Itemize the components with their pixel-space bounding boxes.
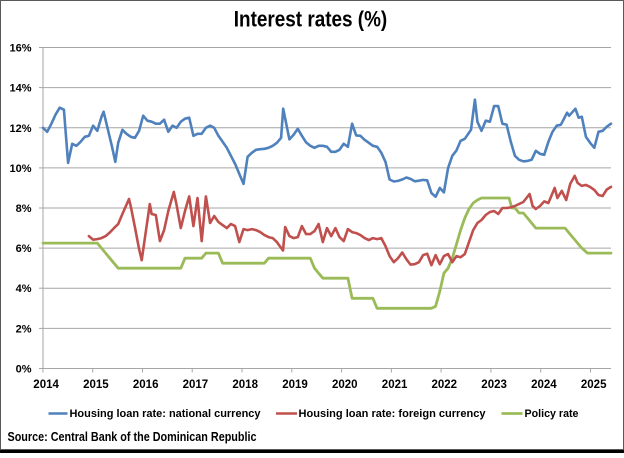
svg-text:2023: 2023	[481, 379, 507, 391]
svg-text:Interest rates (%): Interest rates (%)	[234, 7, 387, 32]
svg-text:Source: Central Bank of the Do: Source: Central Bank of the Dominican Re…	[8, 430, 257, 444]
svg-text:2024: 2024	[531, 379, 557, 391]
svg-text:6%: 6%	[16, 243, 32, 255]
svg-text:2015: 2015	[83, 379, 109, 391]
svg-text:2018: 2018	[232, 379, 258, 391]
svg-text:2016: 2016	[133, 379, 159, 391]
svg-text:2022: 2022	[432, 379, 458, 391]
svg-text:0%: 0%	[16, 364, 32, 376]
svg-text:4%: 4%	[16, 283, 32, 295]
svg-text:Housing loan rate: foreign cur: Housing loan rate: foreign currency	[299, 408, 487, 420]
svg-text:2017: 2017	[183, 379, 209, 391]
svg-text:10%: 10%	[9, 163, 31, 175]
svg-text:2019: 2019	[282, 379, 308, 391]
svg-text:8%: 8%	[16, 203, 32, 215]
svg-text:2025: 2025	[581, 379, 607, 391]
svg-text:Housing loan rate: national cu: Housing loan rate: national currency	[70, 408, 262, 420]
svg-text:Policy rate: Policy rate	[525, 408, 579, 420]
svg-text:2020: 2020	[332, 379, 358, 391]
svg-text:2021: 2021	[382, 379, 408, 391]
svg-text:14%: 14%	[9, 83, 31, 95]
svg-text:12%: 12%	[9, 123, 31, 135]
svg-text:16%: 16%	[9, 43, 31, 55]
svg-text:2014: 2014	[33, 379, 59, 391]
svg-text:2%: 2%	[16, 323, 32, 335]
